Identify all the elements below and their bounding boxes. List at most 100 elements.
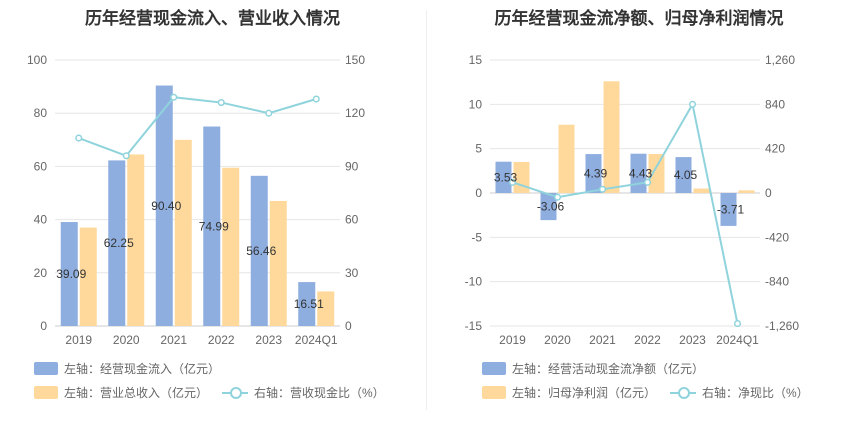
bar [693,188,710,193]
left-axis-tick-label: 40 [34,213,48,227]
x-axis-tick-label: 2023 [255,333,282,347]
bar [317,291,335,326]
line-series [78,96,317,157]
legend-label: 左轴：营业总收入（亿元） [64,386,209,400]
bar-data-label: 90.40 [151,199,181,213]
bar-data-label: -3.06 [537,200,565,214]
bar [60,222,78,326]
bar [495,161,512,193]
left-axis-tick-label: 0 [40,319,47,333]
line-point [170,93,178,101]
right-axis-tick-label: -420 [765,230,789,244]
bar [540,193,557,221]
chart-title: 历年经营现金流入、营业收入情况 [85,9,340,28]
legend-item-revenue[interactable]: 左轴：营业总收入（亿元） [34,384,208,401]
bar [79,227,97,326]
line-point [508,178,517,186]
bar [298,282,316,326]
right-axis-tick-label: 120 [345,106,365,120]
line-point [75,134,83,142]
legend-label: 左轴：经营活动现金流净额（亿元） [512,362,705,376]
legend-swatch [670,386,697,399]
x-axis-tick-label: 2020 [113,333,140,347]
legend-swatch [482,386,506,399]
chart-canvas: -15 -1,260 -10 -840 -5 -420 0 0 5 420 10 840 15 1,260… [465,53,800,347]
left-axis-tick-label: 10 [469,97,483,111]
legend-swatch [482,362,506,375]
legend-item-net-profit[interactable]: 左轴：归母净利润（亿元） [482,384,656,401]
x-axis-tick-label: 2021 [589,333,616,347]
left-axis-tick-label: -15 [465,319,483,333]
line-point [598,185,607,193]
line-series [512,101,739,324]
right-axis-tick-label: 60 [345,213,359,227]
x-axis-tick-label: 2023 [679,333,706,347]
line-point [553,193,562,201]
x-axis-tick-label: 2022 [634,333,661,347]
left-axis-tick-label: 60 [34,159,48,173]
legend-label: 右轴：营收现金比（%） [254,386,385,400]
line-point [122,152,130,160]
bar [203,126,221,326]
left-axis-tick-label: 100 [27,53,47,67]
bar-data-label: -3.71 [717,202,745,216]
line-point [688,100,697,108]
x-axis-tick-label: 2020 [544,333,571,347]
bar-data-label: 4.05 [674,168,698,182]
bar-data-label: 39.09 [56,267,86,281]
right-axis-tick-label: 0 [765,186,772,200]
left-axis-tick-label: 0 [475,186,482,200]
bar-data-label: 74.99 [199,219,229,233]
left-axis-tick-label: -5 [471,230,482,244]
panel-divider [426,10,427,410]
line-point [643,178,652,186]
legend-item-cash-revenue-ratio[interactable]: 右轴：营收现金比（%） [222,384,385,401]
bar [513,161,530,193]
bar [558,124,575,193]
left-axis-tick-label: 15 [469,53,483,67]
right-axis-tick-label: 150 [345,53,365,67]
bar-data-label: 62.25 [104,236,134,250]
legend-label: 右轴：净现比（%） [702,386,809,400]
bar [222,167,240,326]
legend-item-net-cashflow[interactable]: 左轴：经营活动现金流净额（亿元） [482,360,704,377]
line-point [217,99,225,107]
legend-label: 左轴：归母净利润（亿元） [512,386,657,400]
legend-swatch [222,386,249,399]
bar [155,85,173,326]
bar [675,157,692,193]
legend-item-net-cash-ratio[interactable]: 右轴：净现比（%） [670,384,809,401]
right-axis-tick-label: 840 [765,97,785,111]
bar [127,154,145,326]
x-axis-tick-label: 2024Q1 [295,333,338,347]
right-axis-tick-label: -1,260 [765,319,799,333]
bar [269,200,287,326]
bar [603,81,620,193]
bar [108,160,126,326]
chart-canvas: 0 0 20 30 40 60 60 90 80 120 100 150 2019 2020 2021 202… [27,53,365,347]
legend-swatch [34,362,58,375]
right-axis-tick-label: 1,260 [765,53,795,67]
bar [738,190,755,193]
legend-item-cash-inflow[interactable]: 左轴：经营现金流入（亿元） [34,360,220,377]
bar [250,175,268,326]
chart-panel-netcash-profit: 历年经营现金流净额、归母净利润情况 -15 -1,260 -10 -840 -5 -420… [428,0,850,437]
right-axis-tick-label: -840 [765,275,789,289]
line-point [265,109,273,117]
left-axis-tick-label: 5 [475,142,482,156]
line-point [312,95,320,103]
bar-data-label: 4.39 [584,167,608,181]
bar [720,193,737,226]
bar [648,153,665,193]
left-axis-tick-label: 20 [34,266,48,280]
bar-data-label: 56.46 [246,244,276,258]
right-axis-tick-label: 30 [345,266,359,280]
x-axis-tick-label: 2022 [208,333,235,347]
bar-data-label: 4.43 [629,166,653,180]
left-axis-tick-label: 80 [34,106,48,120]
chart-panel-cashflow-revenue: 历年经营现金流入、营业收入情况 0 0 20 30 40 60 60 90 80 120 100 15… [27,9,385,401]
x-axis-tick-label: 2024Q1 [716,333,759,347]
line-point [733,320,742,328]
chart-title: 历年经营现金流净额、归母净利润情况 [494,9,784,28]
x-axis-tick-label: 2019 [499,333,526,347]
